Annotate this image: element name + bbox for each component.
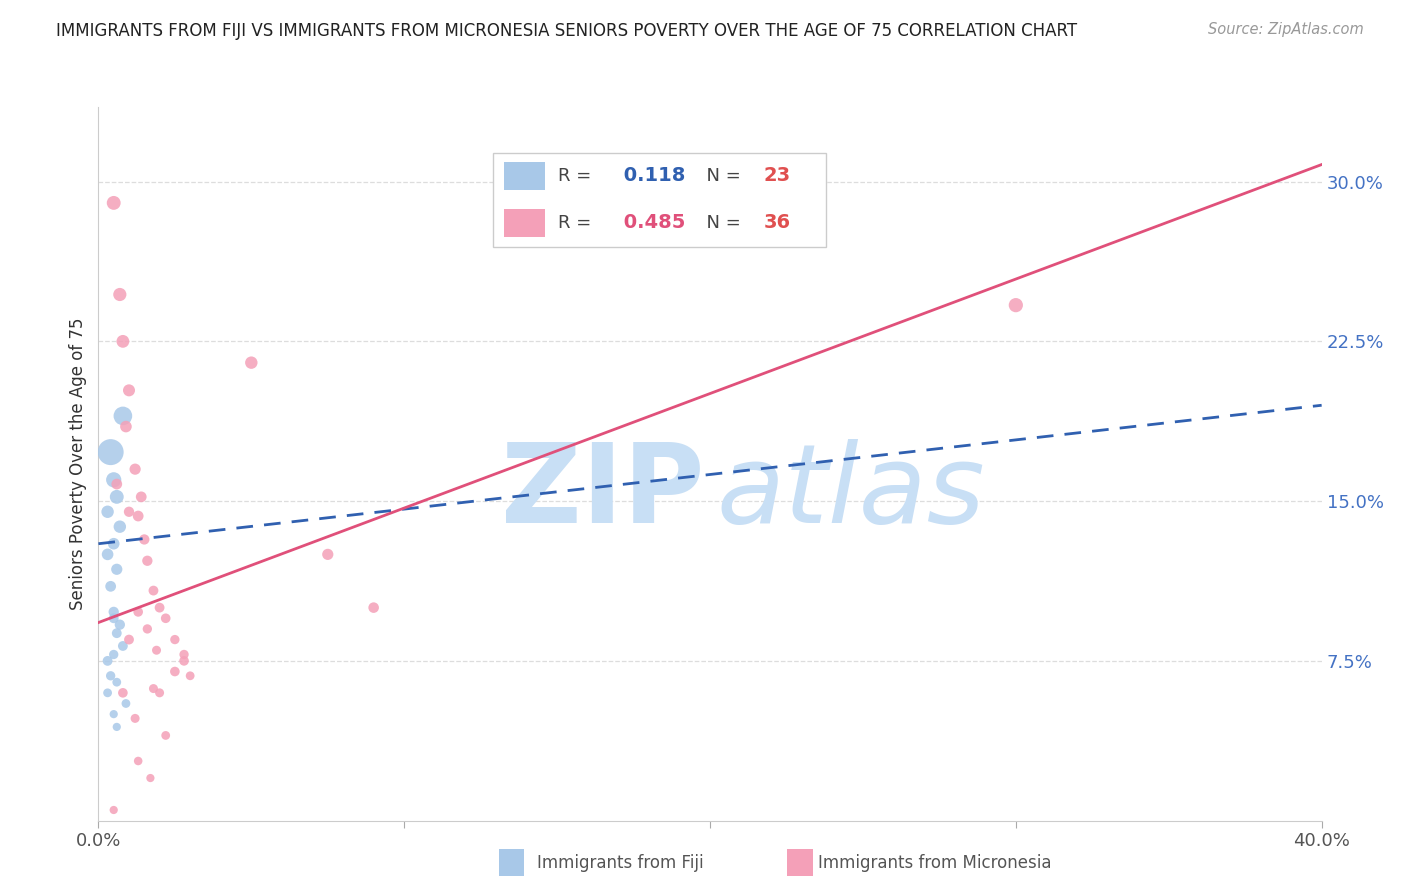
Text: Source: ZipAtlas.com: Source: ZipAtlas.com <box>1208 22 1364 37</box>
Point <box>108 519 131 533</box>
Text: N =: N = <box>696 167 747 185</box>
Point <box>127 754 149 768</box>
Point <box>103 707 125 722</box>
Point <box>111 409 134 423</box>
Point <box>163 632 186 647</box>
Point <box>145 643 167 657</box>
Point <box>240 356 263 370</box>
Point <box>142 681 165 696</box>
Point <box>111 686 134 700</box>
Point <box>97 686 120 700</box>
Point <box>129 490 152 504</box>
Text: 36: 36 <box>763 213 792 232</box>
Point <box>97 654 120 668</box>
Point <box>149 600 172 615</box>
Y-axis label: Seniors Poverty Over the Age of 75: Seniors Poverty Over the Age of 75 <box>69 318 87 610</box>
Point <box>108 287 131 301</box>
Point <box>118 632 141 647</box>
Point <box>136 622 159 636</box>
Point <box>115 419 138 434</box>
Point <box>103 803 125 817</box>
Point <box>100 579 122 593</box>
Text: R =: R = <box>558 167 598 185</box>
Text: N =: N = <box>696 214 747 232</box>
Point <box>115 697 138 711</box>
Bar <box>503 161 544 190</box>
Point <box>127 605 149 619</box>
Point <box>136 554 159 568</box>
Text: 0.485: 0.485 <box>617 213 685 232</box>
Point <box>124 462 146 476</box>
Point <box>111 334 134 349</box>
Point <box>100 445 122 459</box>
Point <box>97 547 120 561</box>
Point <box>105 490 128 504</box>
Point <box>111 639 134 653</box>
Point <box>155 728 177 742</box>
Point <box>149 686 172 700</box>
Text: R =: R = <box>558 214 598 232</box>
Point <box>363 600 385 615</box>
Point <box>103 611 125 625</box>
Point <box>118 505 141 519</box>
Point <box>173 654 195 668</box>
Text: atlas: atlas <box>716 439 984 546</box>
Point <box>118 384 141 398</box>
Point <box>103 195 125 210</box>
Point <box>103 473 125 487</box>
Point <box>173 648 195 662</box>
Bar <box>503 209 544 236</box>
Point <box>105 675 128 690</box>
Point <box>155 611 177 625</box>
Point <box>103 537 125 551</box>
Point <box>105 477 128 491</box>
Point <box>316 547 339 561</box>
Point <box>139 771 162 785</box>
Text: 0.118: 0.118 <box>617 166 685 186</box>
Point <box>1004 298 1026 312</box>
Text: Immigrants from Fiji: Immigrants from Fiji <box>537 854 704 871</box>
FancyBboxPatch shape <box>494 153 825 247</box>
Point <box>124 711 146 725</box>
Text: 23: 23 <box>763 166 792 186</box>
Point <box>105 720 128 734</box>
Point <box>179 669 201 683</box>
Point <box>105 626 128 640</box>
Point <box>142 583 165 598</box>
Point <box>103 605 125 619</box>
Point <box>134 533 156 547</box>
Point <box>163 665 186 679</box>
Point <box>127 509 149 524</box>
Point <box>97 505 120 519</box>
Text: Immigrants from Micronesia: Immigrants from Micronesia <box>818 854 1052 871</box>
Text: IMMIGRANTS FROM FIJI VS IMMIGRANTS FROM MICRONESIA SENIORS POVERTY OVER THE AGE : IMMIGRANTS FROM FIJI VS IMMIGRANTS FROM … <box>56 22 1077 40</box>
Point <box>100 669 122 683</box>
Text: ZIP: ZIP <box>501 439 704 546</box>
Point <box>105 562 128 576</box>
Point <box>108 617 131 632</box>
Point <box>103 648 125 662</box>
